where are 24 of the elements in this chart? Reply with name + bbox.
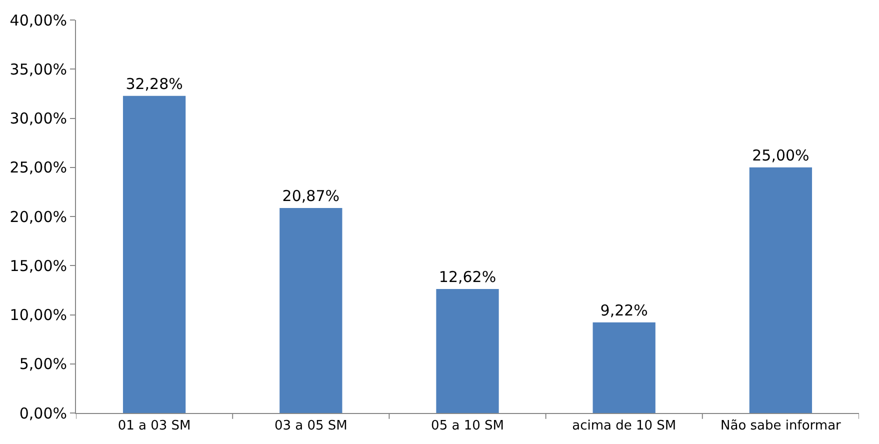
- x-tick-label: acima de 10 SM: [572, 418, 676, 434]
- data-label: 25,00%: [752, 146, 810, 164]
- bar: [280, 208, 342, 413]
- y-tick-label: 30,00%: [10, 110, 67, 128]
- x-tick-label: 01 a 03 SM: [118, 418, 191, 434]
- x-tick-label: 03 a 05 SM: [274, 418, 348, 434]
- x-tick-label: 05 a 10 SM: [431, 418, 504, 434]
- bar: [122, 96, 186, 413]
- y-tick-label: 5,00%: [19, 355, 67, 374]
- data-label: 12,62%: [438, 268, 496, 286]
- y-tick-label: 15,00%: [10, 256, 67, 275]
- y-tick-label: 20,00%: [10, 208, 67, 226]
- bar: [592, 322, 656, 413]
- y-tick-label: 25,00%: [10, 158, 67, 177]
- data-label: 9,22%: [600, 301, 648, 320]
- bar: [436, 289, 499, 413]
- bar: [749, 167, 812, 413]
- y-tick-label: 10,00%: [10, 306, 67, 324]
- data-label: 20,87%: [282, 186, 340, 205]
- x-tick-label: Não sabe informar: [720, 418, 842, 434]
- y-tick-label: 0,00%: [19, 404, 67, 422]
- y-tick-label: 40,00%: [10, 11, 67, 30]
- y-tick-label: 35,00%: [10, 60, 67, 78]
- data-label: 32,28%: [126, 74, 183, 93]
